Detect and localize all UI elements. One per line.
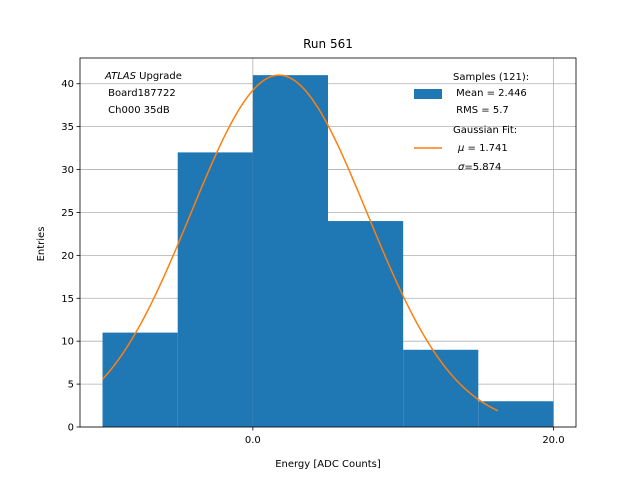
y-tick-label: 25: [61, 208, 74, 219]
chart-title: Run 561: [303, 37, 353, 51]
y-tick-label: 5: [68, 380, 74, 391]
legend-sigma-symbol: σ: [458, 162, 465, 173]
gaussian-fit: [101, 74, 499, 412]
gaussian-fit-line: [101, 74, 499, 412]
y-tick-label: 0: [68, 423, 74, 434]
annotation-upgrade: Upgrade: [136, 71, 182, 82]
legend: Samples (121): Mean = 2.446 RMS = 5.7 Ga…: [414, 72, 529, 173]
y-axis-label: Entries: [36, 227, 47, 262]
histogram-bar: [328, 221, 404, 427]
histogram-bar: [478, 401, 554, 427]
y-tick-label: 10: [61, 337, 74, 348]
y-tick-label: 15: [61, 294, 74, 305]
annotation-line-2: Board187722: [105, 88, 176, 99]
annotation-atlas: ATLAS: [104, 71, 137, 82]
y-tick-label: 30: [61, 165, 74, 176]
annotation-line-3: Ch000 35dB: [105, 105, 170, 116]
x-axis-label: Energy [ADC Counts]: [275, 459, 381, 470]
histogram-bar: [102, 332, 178, 427]
histogram-bar: [403, 349, 479, 427]
legend-samples-rms: RMS = 5.7: [453, 105, 509, 116]
legend-fit-sigma: σ=5.874: [458, 162, 501, 173]
legend-fit-header: Gaussian Fit:: [453, 125, 517, 136]
x-tick-label: 20.0: [542, 435, 564, 446]
legend-sigma-value: =5.874: [464, 162, 501, 173]
legend-bar-swatch: [414, 89, 442, 99]
legend-samples-mean: Mean = 2.446: [453, 88, 527, 99]
histogram-bar: [252, 75, 328, 428]
y-tick-label: 40: [61, 79, 74, 90]
annotation: ATLAS Upgrade Board187722 Ch000 35dB: [104, 71, 182, 116]
legend-samples-header: Samples (121):: [453, 72, 529, 83]
plot-frame: [79, 57, 577, 428]
x-tick-label: 0.0: [245, 435, 261, 446]
histogram-bars: [102, 75, 554, 428]
y-tick-label: 35: [61, 122, 74, 133]
legend-fit-mu: μ = 1.741: [457, 143, 508, 154]
histogram-bar: [177, 152, 253, 427]
y-tick-label: 20: [61, 251, 74, 262]
legend-mu-value: = 1.741: [464, 143, 507, 154]
axis-ticks: 0 5 10 15 20 25 30 35 40 0.0 20.0: [61, 79, 564, 446]
annotation-line-1: ATLAS Upgrade: [104, 71, 182, 82]
legend-mu-symbol: μ: [457, 143, 464, 154]
